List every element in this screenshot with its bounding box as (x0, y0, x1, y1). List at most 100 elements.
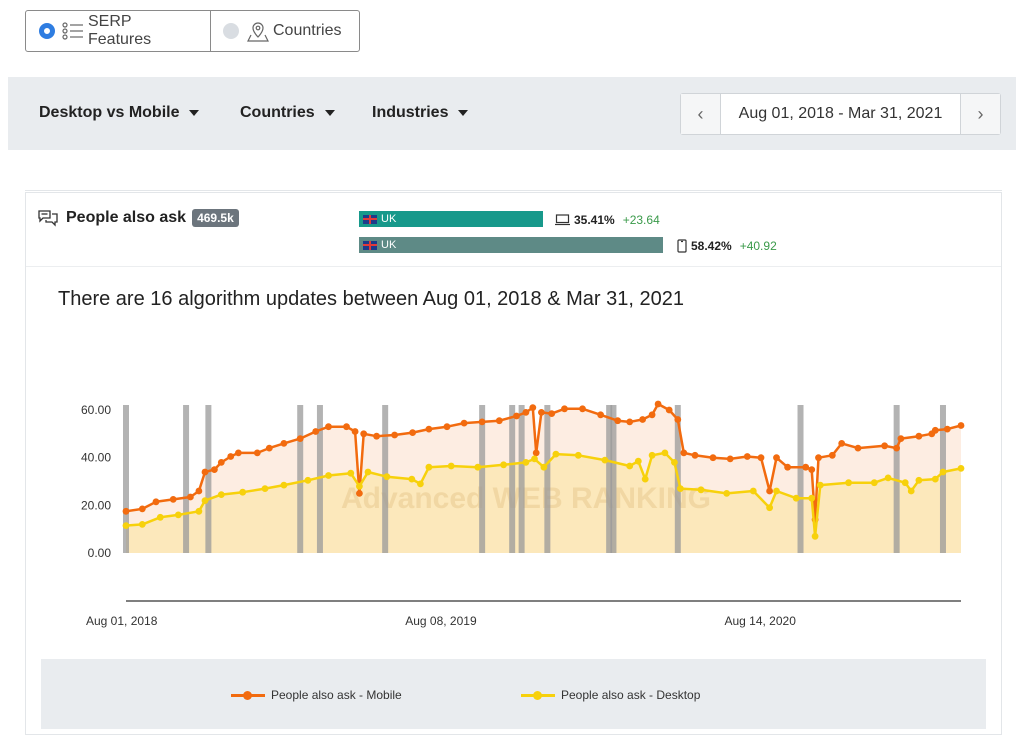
data-point (474, 463, 482, 471)
desktop-share-value: 35.41% (574, 213, 615, 227)
mobile-share-bar: UK (359, 237, 663, 253)
data-point (792, 494, 800, 502)
data-point (943, 425, 951, 433)
data-point (156, 513, 164, 521)
data-point (614, 417, 622, 425)
y-tick-label: 40.00 (81, 451, 111, 465)
data-point (122, 522, 130, 529)
mobile-share-value: 58.42% (691, 239, 732, 253)
data-point (579, 405, 586, 413)
data-point (915, 476, 923, 484)
data-point (639, 416, 646, 423)
caret-down-icon (189, 110, 200, 116)
countries-dropdown-label: Countries (240, 104, 315, 121)
data-point (665, 406, 673, 414)
date-range-display[interactable]: Aug 01, 2018 - Mar 31, 2021 (738, 105, 943, 122)
algorithm-update-band (518, 405, 525, 553)
countries-dropdown[interactable]: Countries (240, 104, 335, 122)
data-point (626, 418, 634, 426)
chevron-left-icon: ‹ (697, 103, 704, 124)
data-point (522, 409, 530, 416)
data-point (931, 426, 939, 434)
data-point (538, 409, 545, 416)
previous-period-button[interactable]: ‹ (681, 94, 721, 134)
data-point (648, 451, 656, 459)
data-point (280, 440, 288, 447)
series-area (126, 452, 961, 553)
data-point (280, 481, 288, 489)
watermark: Advanced WEB RANKING (341, 482, 711, 515)
data-point (235, 449, 242, 457)
data-point (478, 418, 486, 426)
radio-unselected-icon (223, 23, 239, 39)
caret-down-icon (458, 110, 469, 116)
algorithm-update-band (610, 405, 617, 553)
legend-swatch (521, 690, 555, 700)
algorithm-update-band (544, 405, 551, 553)
feature-card-header: People also ask 469.5k UK 35.41% +23.64 … (26, 193, 1001, 267)
data-point (671, 459, 678, 466)
data-point (261, 485, 269, 492)
serp-features-label: SERP Features (88, 13, 152, 48)
feature-count-badge: 469.5k (192, 209, 239, 227)
series-area (126, 404, 961, 553)
data-point (648, 411, 656, 419)
data-point (838, 440, 846, 447)
desktop-share-delta: +23.64 (622, 213, 660, 227)
data-point (661, 449, 669, 457)
data-point (312, 428, 320, 435)
data-point (408, 475, 416, 483)
desktop-stat: 35.41% +23.64 (555, 213, 660, 227)
data-point (217, 459, 225, 466)
data-point (531, 455, 538, 463)
feature-name: People also ask (66, 209, 187, 226)
data-point (211, 466, 218, 473)
data-point (265, 444, 273, 452)
x-tick-label: Aug 01, 2018 (86, 614, 158, 628)
data-point (901, 479, 909, 487)
desktop-country-label: UK (381, 213, 397, 225)
industries-dropdown-label: Industries (372, 104, 449, 121)
data-point (854, 444, 862, 452)
device-dropdown-label: Desktop vs Mobile (39, 104, 180, 121)
data-point (447, 462, 455, 470)
data-point (601, 456, 609, 464)
desktop-share-bar: UK (359, 211, 543, 227)
legend-item-mobile[interactable]: People also ask - Mobile (231, 688, 402, 702)
uk-flag-icon (363, 240, 377, 250)
data-point (815, 454, 822, 462)
y-tick-label: 0.00 (88, 546, 112, 560)
data-point (409, 429, 416, 436)
data-point (460, 419, 468, 427)
industries-dropdown[interactable]: Industries (372, 104, 469, 122)
feature-title: People also ask 469.5k (38, 209, 239, 227)
chart-legend: People also ask - Mobile People also ask… (41, 659, 986, 729)
data-point (201, 468, 209, 476)
line-chart: Advanced WEB RANKING 0.00 20.00 40.00 60.00 A… (81, 400, 965, 628)
data-point (356, 490, 363, 497)
data-point (383, 473, 391, 481)
list-icon (62, 22, 83, 40)
data-point (677, 485, 684, 492)
chevron-right-icon: › (977, 103, 984, 124)
data-point (174, 511, 182, 519)
data-point (845, 479, 852, 487)
device-dropdown[interactable]: Desktop vs Mobile (39, 104, 200, 122)
serp-features-option[interactable]: SERP Features (26, 11, 210, 51)
data-point (893, 444, 900, 452)
data-point (697, 486, 705, 494)
data-point (152, 498, 160, 506)
countries-option[interactable]: Countries (210, 11, 353, 51)
data-point (253, 449, 261, 457)
legend-label-desktop: People also ask - Desktop (561, 688, 701, 702)
data-point (574, 451, 582, 459)
data-point (915, 432, 923, 440)
legend-item-desktop[interactable]: People also ask - Desktop (521, 688, 700, 702)
data-point (227, 453, 235, 460)
data-point (626, 462, 634, 470)
data-point (513, 412, 520, 420)
data-point (347, 469, 355, 477)
next-period-button[interactable]: › (960, 94, 1000, 134)
data-point (757, 454, 765, 462)
date-range-picker: ‹ Aug 01, 2018 - Mar 31, 2021 › (680, 93, 1001, 135)
